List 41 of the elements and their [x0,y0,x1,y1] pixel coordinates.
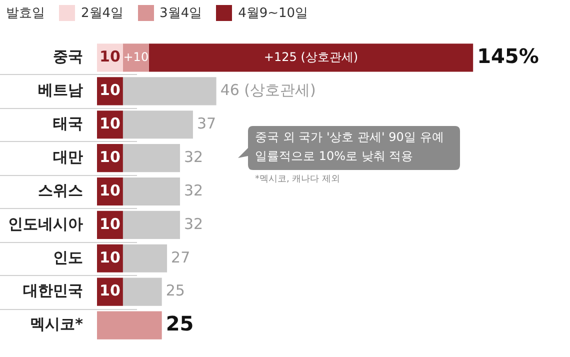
data-label: +125 (상호관세) [264,50,358,64]
y-tick-label: 스위스 [38,181,83,200]
data-label: 10 [100,282,120,300]
bar [122,278,162,306]
total-label: 25 [166,282,185,300]
total-label: 27 [171,248,190,266]
total-label: 32 [184,214,204,233]
y-tick-label: 인도네시아 [8,214,83,233]
data-label: 10 [100,181,120,200]
legend-label: 3월4일 [160,5,202,22]
bar [122,210,180,239]
data-label: 10 [100,114,120,132]
data-label: +10 [123,50,149,64]
total-label: 46 (상호관세) [220,81,316,100]
y-tick-label: 베트남 [38,81,83,100]
y-tick-label: 중국 [53,48,83,66]
annotation: 중국 외 국가 '상호 관세' 90일 유예 일률적으로 10%로 낮춰 적용 [255,130,444,164]
y-tick-label: 멕시코* [30,315,84,334]
legend-label: 4월9~10일 [238,5,308,22]
data-label: 10 [100,248,120,266]
y-tick-label: 인도 [53,248,83,266]
bar [97,311,162,340]
legend-title: 발효일 [6,5,45,22]
total-label: 37 [196,114,216,132]
data-label: 10 [100,48,120,66]
y-tick-label: 대한민국 [23,282,83,300]
legend-label: 2월4일 [81,5,124,22]
bar [122,144,180,172]
data-label: 10 [100,148,120,166]
annotation: *멕시코, 캐나다 제외 [255,174,340,184]
y-tick-label: 태국 [53,114,83,132]
total-label: 25 [166,311,194,336]
bar [122,44,149,72]
y-tick-label: 대만 [53,148,83,166]
total-label: 145% [477,44,539,68]
data-label: 10 [100,81,120,100]
total-label: 32 [184,181,204,200]
total-label: 32 [184,148,204,166]
data-label: 10 [100,214,120,233]
bar [122,77,216,106]
bar [148,44,474,72]
